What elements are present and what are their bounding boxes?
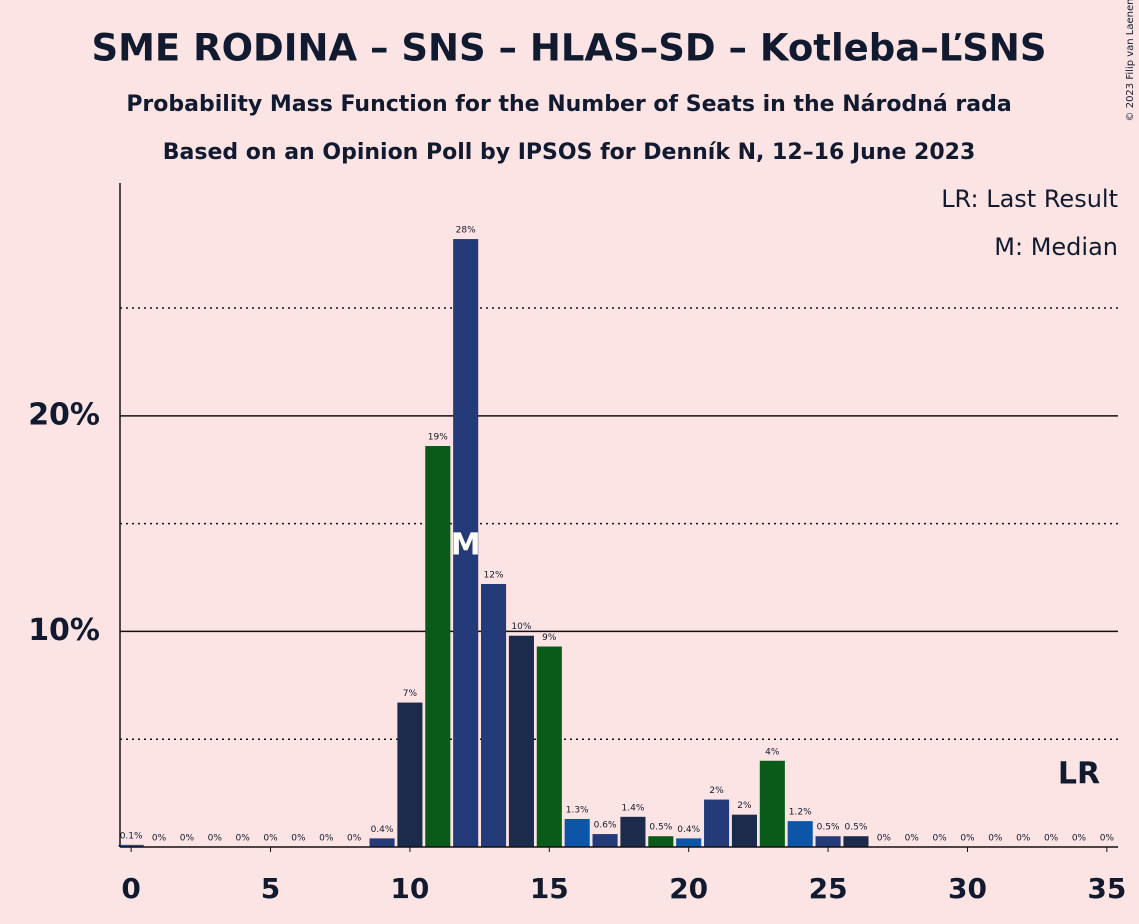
- value-label: 2%: [737, 801, 752, 811]
- bar: [787, 821, 813, 847]
- bar: [815, 836, 841, 847]
- value-label: 0%: [1100, 834, 1115, 844]
- x-tick-label: 15: [530, 872, 569, 905]
- bar: [453, 239, 479, 847]
- bar: [564, 818, 590, 847]
- value-label: 0%: [291, 834, 306, 844]
- value-label: 0%: [152, 834, 167, 844]
- value-label: 0.4%: [677, 825, 700, 835]
- value-label: 0%: [1044, 834, 1059, 844]
- legend-entry: M: Median: [994, 233, 1118, 261]
- bar: [592, 834, 618, 847]
- last-result-marker: LR: [1058, 757, 1100, 792]
- value-label: 10%: [511, 622, 531, 632]
- bar: [536, 646, 562, 847]
- value-label: 12%: [484, 570, 504, 580]
- chart-subtitle: Based on an Opinion Poll by IPSOS for De…: [163, 140, 976, 165]
- bar: [648, 836, 674, 847]
- value-label: 0.5%: [817, 823, 840, 833]
- value-label: 9%: [542, 633, 557, 643]
- value-label: 0%: [236, 834, 251, 844]
- copyright: © 2023 Filip van Laenen: [1125, 0, 1136, 121]
- value-label: 2%: [709, 786, 724, 796]
- bar: [481, 583, 507, 847]
- value-label: 0.5%: [845, 823, 868, 833]
- value-label: 0%: [905, 834, 920, 844]
- value-label: 28%: [456, 226, 476, 236]
- chart-title: SME RODINA – SNS – HLAS–SD – Kotleba–ĽSN…: [91, 27, 1046, 70]
- median-marker: M: [451, 528, 481, 563]
- value-label: 4%: [765, 747, 780, 757]
- bar: [425, 446, 451, 847]
- y-tick-label: 10%: [28, 613, 100, 648]
- value-label: 0%: [1016, 834, 1031, 844]
- x-tick-label: 20: [669, 872, 708, 905]
- x-tick-label: 10: [390, 872, 429, 905]
- value-label: 1.3%: [566, 805, 589, 815]
- value-label: 0.1%: [120, 831, 143, 841]
- bar: [508, 635, 534, 847]
- value-label: 0.4%: [371, 825, 394, 835]
- bar: [704, 799, 730, 847]
- value-label: 0%: [208, 834, 223, 844]
- value-label: 1.4%: [622, 803, 645, 813]
- bar: [369, 838, 395, 847]
- value-label: 0%: [932, 834, 947, 844]
- value-label: 0%: [1072, 834, 1087, 844]
- bar: [676, 838, 702, 847]
- value-label: 19%: [428, 433, 448, 443]
- value-label: 0%: [347, 834, 362, 844]
- value-label: 7%: [403, 689, 418, 699]
- x-tick-label: 0: [121, 872, 140, 905]
- value-label: 0%: [180, 834, 195, 844]
- value-label: 0%: [988, 834, 1003, 844]
- legend-entry: LR: Last Result: [941, 185, 1118, 213]
- bar: [118, 844, 144, 847]
- x-tick-label: 30: [948, 872, 987, 905]
- bar: [731, 814, 757, 847]
- value-label: 0%: [877, 834, 892, 844]
- chart-subtitle: Probability Mass Function for the Number…: [126, 92, 1011, 117]
- bar: [397, 702, 423, 847]
- value-label: 0.6%: [594, 821, 617, 831]
- bar: [843, 836, 869, 847]
- bar: [620, 816, 646, 847]
- value-label: 0%: [263, 834, 278, 844]
- value-label: 1.2%: [789, 808, 812, 818]
- x-tick-label: 35: [1087, 872, 1126, 905]
- x-tick-label: 5: [261, 872, 280, 905]
- value-label: 0%: [319, 834, 334, 844]
- x-tick-label: 25: [809, 872, 848, 905]
- value-label: 0.5%: [649, 823, 672, 833]
- bar: [759, 760, 785, 847]
- value-label: 0%: [960, 834, 975, 844]
- y-tick-label: 20%: [28, 397, 100, 432]
